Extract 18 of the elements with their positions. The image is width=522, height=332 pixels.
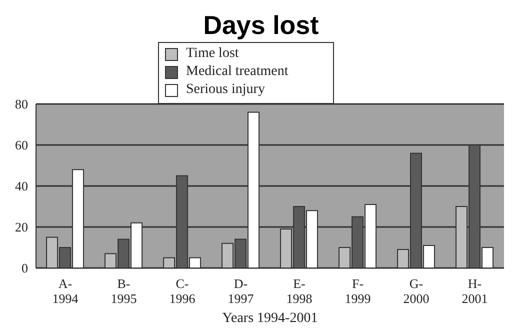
y-tick-label: 80 (15, 96, 28, 112)
x-tick-label: B- 1995 (110, 276, 137, 306)
x-tick-label: D- 1997 (228, 276, 254, 306)
y-tick-label: 40 (15, 178, 28, 194)
legend-label: Serious injury (186, 81, 265, 99)
x-tick-label: A- 1994 (52, 276, 79, 306)
x-tick-label: H- 2001 (462, 276, 488, 306)
x-tick-label: G- 2000 (403, 276, 430, 306)
y-tick-label: 20 (15, 220, 28, 235)
x-tick-label: F- 1999 (344, 276, 371, 306)
x-tick-label: E- 1998 (286, 276, 312, 306)
y-tick-label: 0 (22, 260, 28, 276)
x-axis-title: Years 1994-2001 (222, 311, 318, 326)
y-tick-label: 60 (15, 138, 28, 153)
legend-label: Time lost (186, 45, 239, 63)
x-tick-label: C- 1996 (169, 276, 196, 306)
chart-title: Days lost (202, 9, 320, 42)
legend-label: Medical treatment (186, 63, 288, 81)
